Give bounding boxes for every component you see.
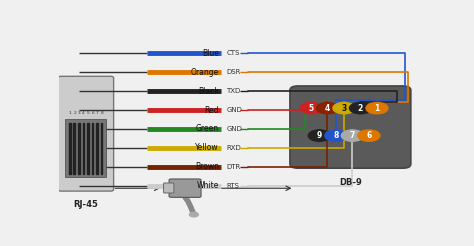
FancyBboxPatch shape <box>290 86 411 168</box>
Text: 2: 2 <box>358 104 363 113</box>
FancyBboxPatch shape <box>169 179 201 197</box>
Text: Green: Green <box>196 124 219 134</box>
Text: Blue: Blue <box>202 49 219 58</box>
Text: 4: 4 <box>82 111 85 115</box>
Text: RJ-45: RJ-45 <box>73 200 98 209</box>
Text: 8: 8 <box>100 111 103 115</box>
Text: 7: 7 <box>96 111 99 115</box>
Circle shape <box>308 130 330 141</box>
FancyBboxPatch shape <box>65 119 106 177</box>
Text: Red: Red <box>205 106 219 115</box>
Text: RXD: RXD <box>227 145 241 151</box>
Text: 5: 5 <box>308 104 313 113</box>
Circle shape <box>358 130 380 141</box>
Text: Black: Black <box>198 87 219 96</box>
Text: GND: GND <box>227 126 242 132</box>
Text: 7: 7 <box>350 131 355 140</box>
Text: 8: 8 <box>333 131 338 140</box>
Text: Orange: Orange <box>191 68 219 77</box>
Text: 1: 1 <box>374 104 380 113</box>
Bar <box>69 123 71 174</box>
Bar <box>91 123 93 174</box>
Bar <box>87 123 89 174</box>
FancyBboxPatch shape <box>58 76 114 191</box>
Text: DB-9: DB-9 <box>339 178 362 187</box>
Circle shape <box>325 130 347 141</box>
Bar <box>78 123 80 174</box>
Circle shape <box>349 102 372 114</box>
Text: TXD: TXD <box>227 88 241 94</box>
Circle shape <box>366 102 388 114</box>
Circle shape <box>190 212 198 217</box>
Text: 2: 2 <box>73 111 76 115</box>
Circle shape <box>316 102 338 114</box>
FancyBboxPatch shape <box>164 183 174 193</box>
Bar <box>82 123 84 174</box>
Text: DTR: DTR <box>227 164 241 170</box>
Text: CTS: CTS <box>227 50 240 56</box>
Bar <box>96 123 98 174</box>
Text: 3: 3 <box>78 111 81 115</box>
Text: Yellow: Yellow <box>195 143 219 153</box>
Circle shape <box>300 102 322 114</box>
Text: 5: 5 <box>87 111 90 115</box>
Text: GND: GND <box>227 107 242 113</box>
Text: 6: 6 <box>366 131 372 140</box>
Text: White: White <box>197 181 219 190</box>
Circle shape <box>333 102 355 114</box>
Bar <box>100 123 102 174</box>
Text: 1: 1 <box>69 111 72 115</box>
Text: 4: 4 <box>325 104 330 113</box>
Text: 3: 3 <box>341 104 346 113</box>
Text: DSR: DSR <box>227 69 241 75</box>
Text: RTS: RTS <box>227 183 239 189</box>
Bar <box>73 123 75 174</box>
Circle shape <box>341 130 364 141</box>
Text: 9: 9 <box>317 131 322 140</box>
Text: 6: 6 <box>91 111 94 115</box>
Text: Brown: Brown <box>195 162 219 171</box>
